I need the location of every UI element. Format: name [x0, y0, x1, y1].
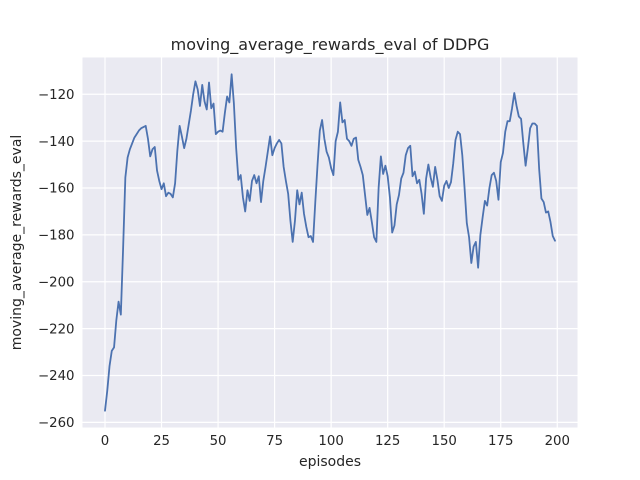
y-tick-label: −220 [38, 322, 75, 337]
y-tick-label: −200 [38, 275, 75, 290]
y-axis-label: moving_average_rewards_eval [9, 135, 25, 351]
x-axis-label: episodes [299, 454, 361, 470]
plot-area [82, 57, 578, 428]
x-tick-label: 75 [266, 434, 283, 449]
y-tick-label: −120 [38, 88, 75, 103]
x-tick-labels: 0 25 50 75 100 125 150 175 200 [101, 434, 570, 449]
y-tick-labels: −260 −240 −220 −200 −180 −160 −140 −120 [38, 88, 75, 431]
y-tick-label: −140 [38, 135, 75, 150]
x-tick-label: 150 [432, 434, 457, 449]
y-tick-label: −240 [38, 369, 75, 384]
x-tick-label: 25 [153, 434, 170, 449]
y-tick-label: −260 [38, 416, 75, 431]
gridlines [82, 57, 578, 428]
y-tick-label: −160 [38, 182, 75, 197]
x-tick-label: 50 [210, 434, 227, 449]
x-tick-label: 100 [318, 434, 343, 449]
x-tick-label: 125 [375, 434, 400, 449]
x-tick-label: 200 [545, 434, 570, 449]
x-tick-label: 175 [488, 434, 513, 449]
chart-title: moving_average_rewards_eval of DDPG [171, 35, 490, 55]
data-line [104, 73, 556, 412]
y-tick-label: −180 [38, 229, 75, 244]
x-tick-label: 0 [101, 434, 109, 449]
